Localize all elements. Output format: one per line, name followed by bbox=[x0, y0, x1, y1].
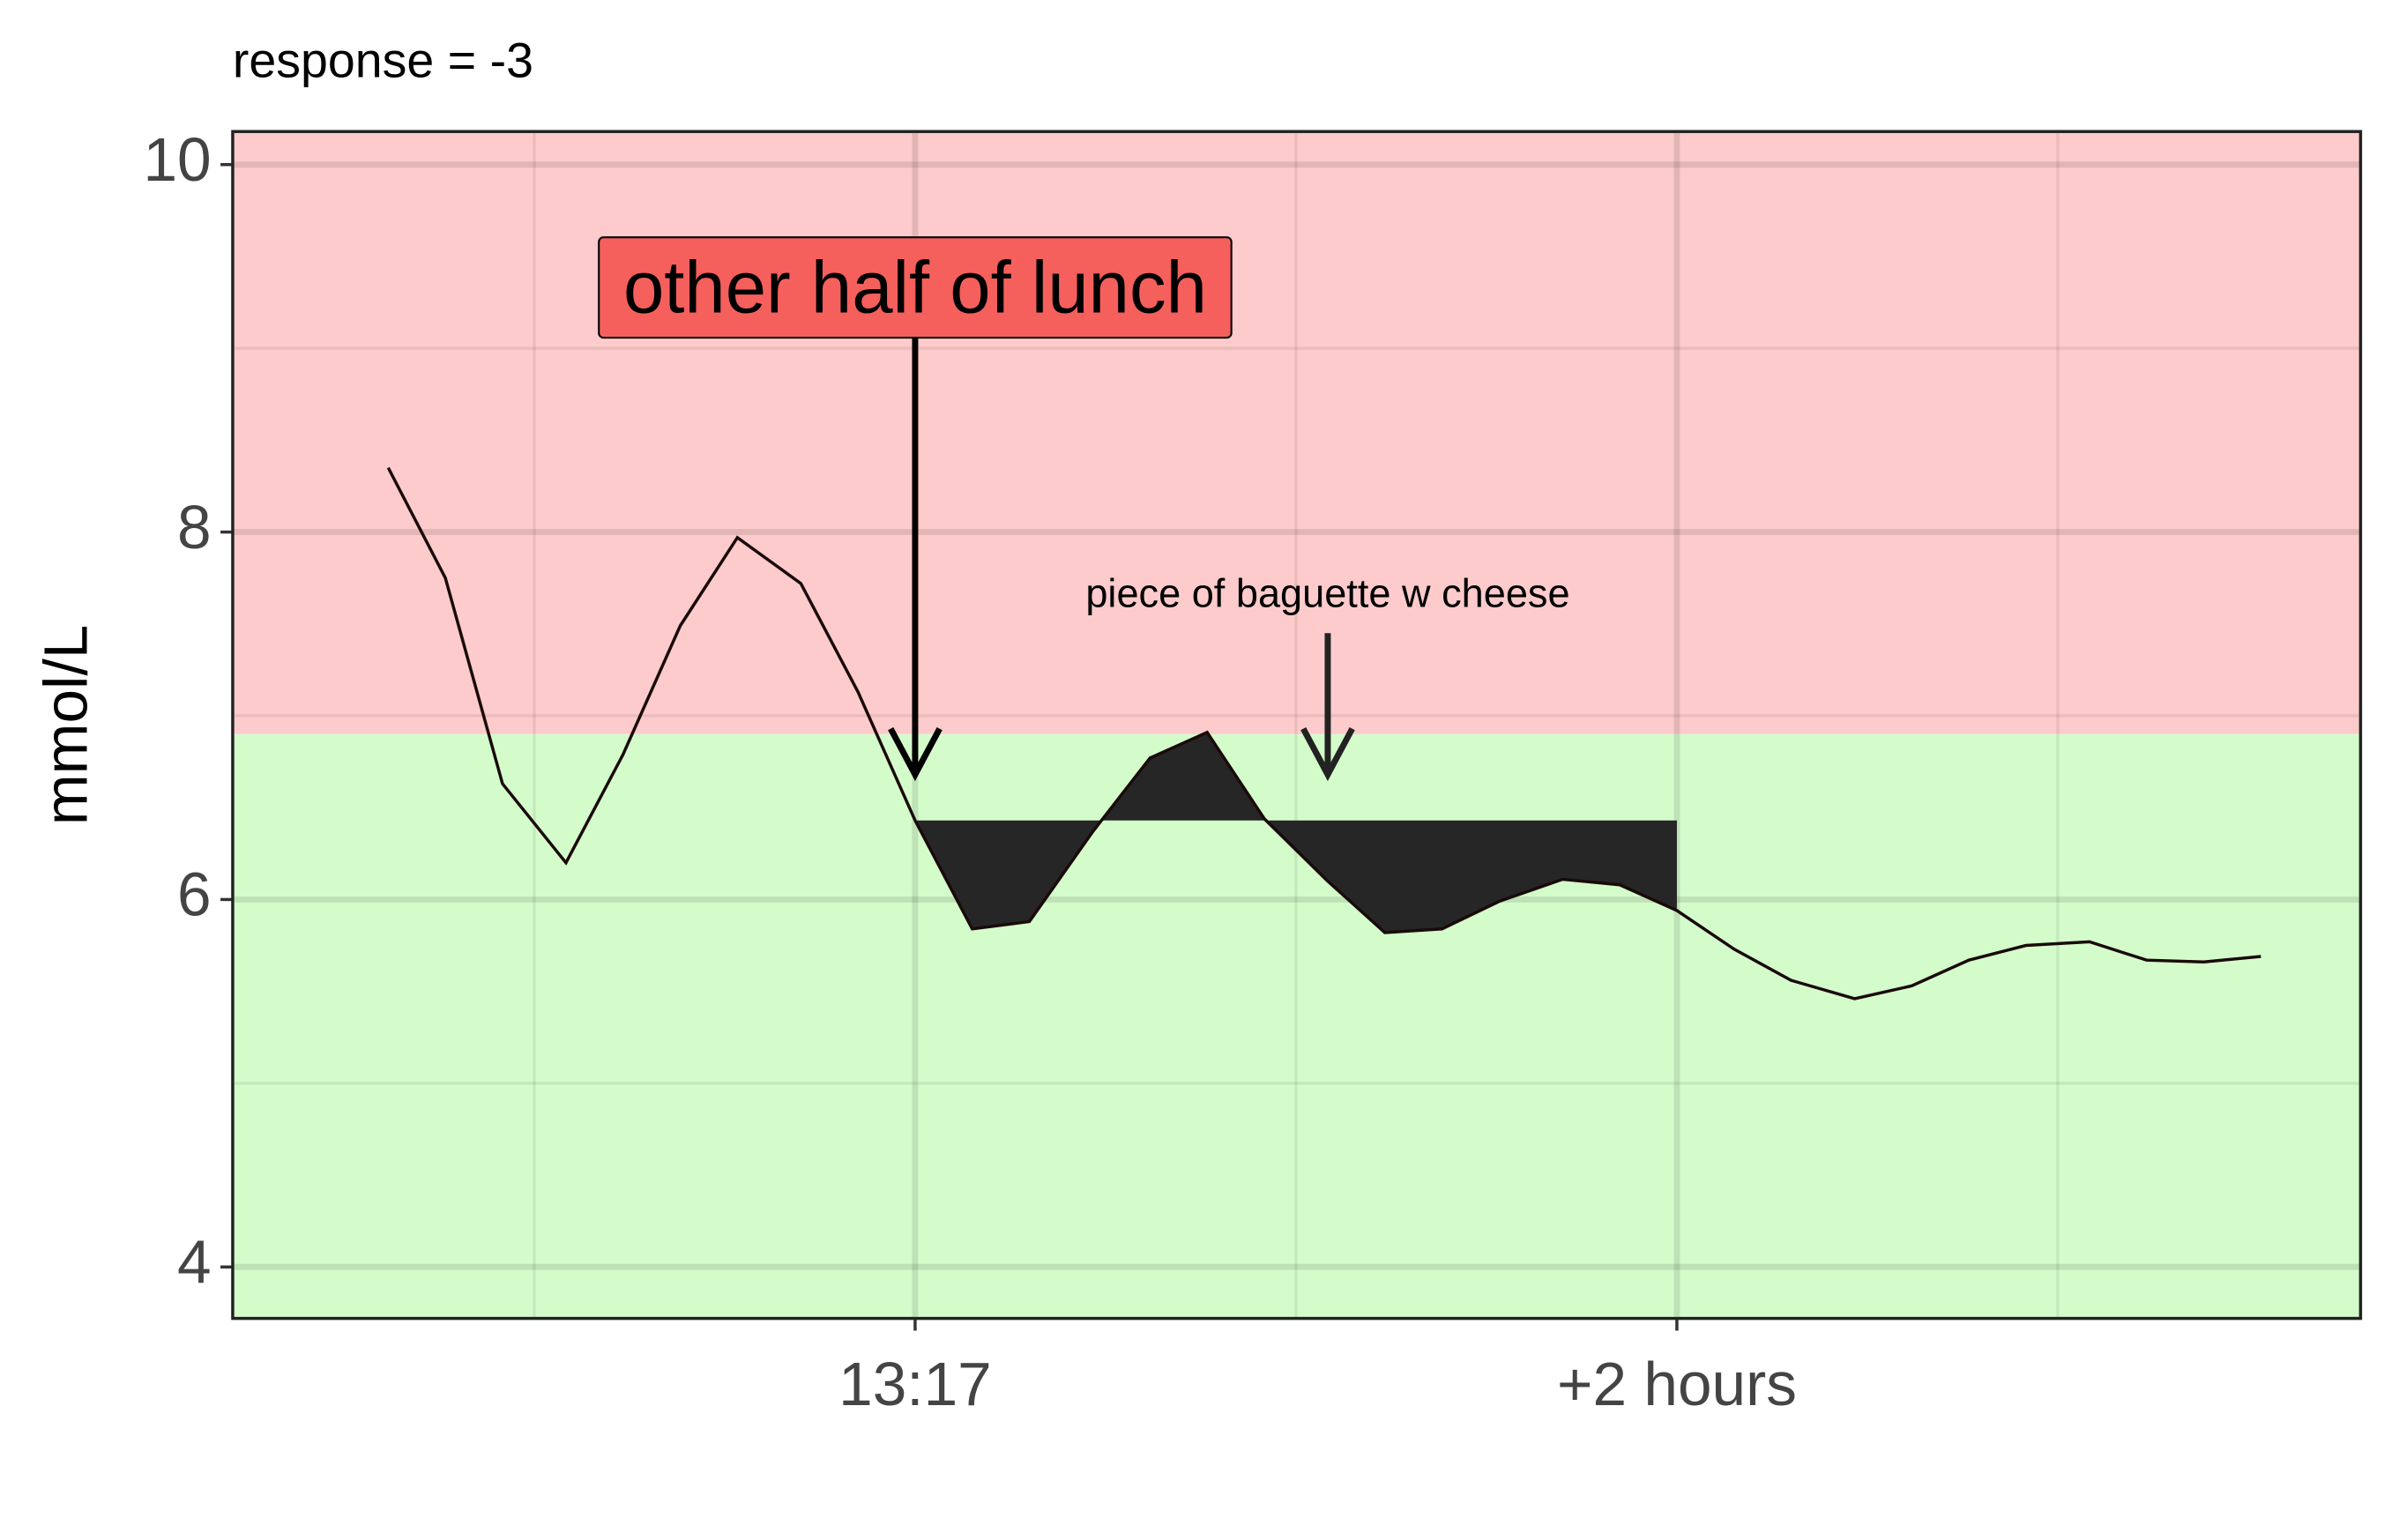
plot-border bbox=[231, 130, 2363, 1321]
glucose-line bbox=[386, 466, 2261, 1001]
y-tick-label: 10 bbox=[143, 125, 211, 194]
annotation-text: other half of lunch bbox=[623, 247, 1207, 329]
y-tick-label: 4 bbox=[177, 1228, 212, 1297]
chart-title: response = -3 bbox=[233, 33, 533, 88]
response-area bbox=[914, 732, 1677, 933]
x-tick-label: +2 hours bbox=[1557, 1350, 1797, 1418]
arrow-head bbox=[888, 727, 942, 782]
high-band bbox=[232, 131, 2361, 734]
annotation-label: other half of lunch bbox=[598, 236, 1233, 339]
annotation-text: piece of baguette w cheese bbox=[1085, 570, 1569, 615]
arrow-head bbox=[1300, 727, 1355, 782]
x-tick-label: 13:17 bbox=[838, 1350, 992, 1418]
y-tick-label: 8 bbox=[177, 493, 212, 562]
y-axis-label: mmol/L bbox=[31, 625, 100, 826]
y-tick-label: 6 bbox=[177, 860, 212, 929]
annotation-box bbox=[598, 236, 1233, 339]
